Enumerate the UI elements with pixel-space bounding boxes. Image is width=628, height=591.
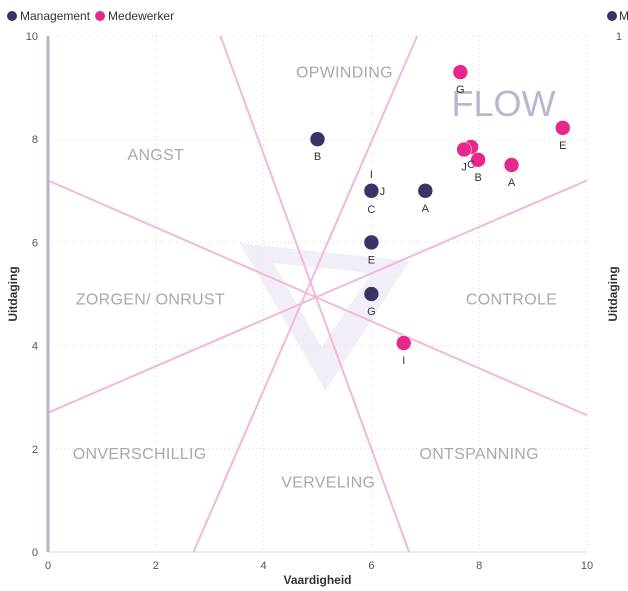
point-label-management: B [314,151,321,163]
y-tick-label: 6 [32,237,38,249]
data-point-management[interactable] [417,183,434,199]
tick-labels: 0 2 4 6 8 10 0 2 4 6 8 10 [26,31,593,572]
region-label: CONTROLE [466,291,557,308]
flow-guide-line [47,179,588,414]
region-label: OPWINDING [296,64,393,81]
region-labels: OPWINDING ANGST ZORGEN/ ONRUST CONTROLE ONVE… [73,64,557,491]
point-label-management: C [367,204,375,216]
legend: Management Medewerker M [7,9,628,23]
data-point-management[interactable] [363,286,380,302]
x-tick-label: 6 [368,560,374,572]
point-label-medewerker: B [474,172,481,184]
y-tick-label: 10 [26,31,38,43]
flow-guide-line [219,35,411,553]
point-label-management: A [422,203,430,215]
region-label: VERVELING [281,475,375,492]
point-label-medewerker: C [467,159,475,171]
legend-marker-medewerker [95,11,106,21]
point-label-management: E [368,254,375,266]
data-point-medewerker[interactable] [503,157,520,173]
y-tick-label: 0 [32,547,38,559]
watermark-logo [239,243,410,392]
flow-guide-line [47,179,588,417]
y-tick-label: 4 [32,341,38,353]
point-label-medewerker: I [402,355,405,367]
data-point-medewerker[interactable] [452,64,469,80]
point-label-medewerker: E [559,140,566,152]
y-axis-title: Uitdaging [6,266,20,321]
data-points[interactable] [309,64,571,351]
legend-label-right-fragment[interactable]: M [619,9,628,23]
y-right-tick-label: 1 [616,31,622,43]
legend-label-management[interactable]: Management [20,9,91,23]
data-point-medewerker[interactable] [395,335,412,351]
point-label-medewerker: A [508,177,516,189]
x-tick-label: 4 [261,560,267,572]
y-tick-label: 8 [32,134,38,146]
point-label-medewerker: J [461,162,467,174]
flow-guide-line [192,35,419,553]
point-label-management: J [380,186,386,198]
x-tick-label: 2 [153,560,159,572]
flow-guide-lines [47,35,588,553]
legend-label-medewerker[interactable]: Medewerker [108,9,174,23]
region-label: ZORGEN/ ONRUST [76,291,225,308]
x-tick-label: 8 [476,560,482,572]
data-point-management[interactable] [363,234,380,251]
data-point-medewerker[interactable] [470,152,486,168]
region-label: ANGST [127,147,184,164]
data-point-medewerker[interactable] [456,141,472,158]
region-label: ONTSPANNING [419,446,538,463]
x-tick-label: 10 [581,560,593,572]
point-label-medewerker: G [456,84,465,96]
watermark-chevron-icon [239,243,410,392]
legend-marker-management [7,11,17,21]
y-axis-title-right: Uitdaging [606,266,620,321]
point-label-management: I [370,169,373,181]
gridlines [48,35,588,553]
flow-label: FLOW [451,83,555,124]
x-tick-label: 0 [45,560,51,572]
point-label-management: G [367,306,376,318]
data-point-medewerker[interactable] [554,120,571,136]
data-point-management[interactable] [309,131,326,147]
y-tick-label: 2 [32,444,38,456]
x-axis-title: Vaardigheid [283,573,351,587]
region-label: ONVERSCHILLIG [73,446,207,463]
legend-marker-right-fragment [607,11,617,21]
data-point-management[interactable] [363,183,380,199]
